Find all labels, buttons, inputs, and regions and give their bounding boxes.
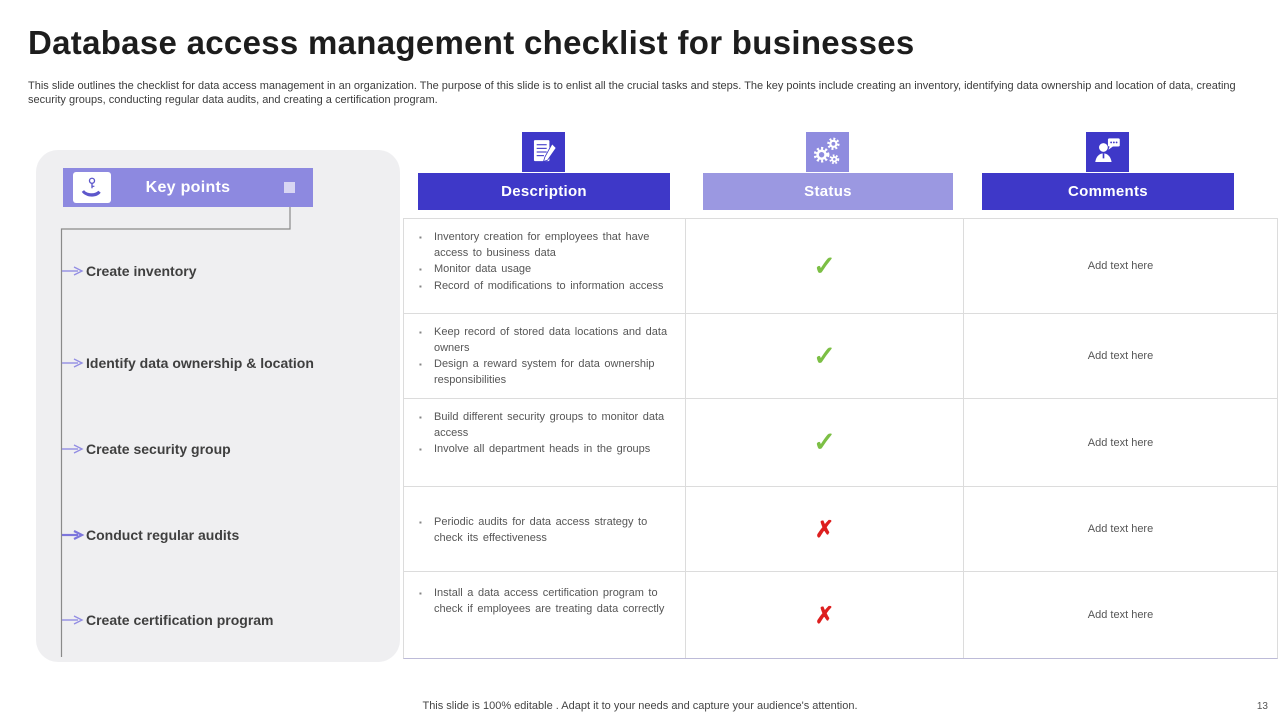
slide-description: This slide outlines the checklist for da… — [28, 80, 1236, 106]
sidebar-item-identify-ownership: Identify data ownership & location — [86, 355, 314, 371]
description-bullet: Install a data access certification prog… — [417, 586, 673, 617]
page-title: Database access management checklist for… — [28, 24, 915, 61]
comments-placeholder[interactable]: Add text here — [1087, 609, 1154, 621]
status-mark-icon: ✓ — [813, 250, 836, 281]
sidebar-item-regular-audits: Conduct regular audits — [86, 527, 240, 543]
hand-key-icon — [73, 172, 111, 203]
checklist-table: Inventory creation for employees that ha… — [403, 218, 1278, 659]
description-bullet: Record of modifications to information a… — [417, 279, 673, 295]
description-bullet: Build different security groups to monit… — [417, 410, 673, 441]
description-cell: Inventory creation for employees that ha… — [404, 219, 685, 313]
description-bullet: Periodic audits for data access strategy… — [417, 515, 673, 546]
status-mark-icon: ✓ — [813, 427, 836, 457]
description-bullet: Keep record of stored data locations and… — [417, 325, 673, 356]
sidebar-item-security-group: Create security group — [86, 441, 231, 457]
keypoints-panel — [36, 150, 400, 662]
sidebar-item-create-inventory: Create inventory — [86, 263, 197, 279]
comments-placeholder[interactable]: Add text here — [1087, 436, 1154, 449]
column-header-description: Description — [418, 173, 670, 210]
status-cell: ✗ — [685, 486, 963, 571]
description-cell: Keep record of stored data locations and… — [404, 313, 685, 398]
comments-placeholder[interactable]: Add text here — [1087, 523, 1154, 535]
keypoints-header: Key points — [63, 168, 313, 207]
document-pencil-icon — [520, 130, 567, 174]
description-cell: Periodic audits for data access strategy… — [404, 486, 685, 571]
comments-placeholder[interactable]: Add text here — [1087, 350, 1154, 362]
description-bullet: Monitor data usage — [417, 262, 673, 278]
status-cell: ✓ — [685, 398, 963, 486]
comments-cell: Add text here — [963, 398, 1277, 486]
status-mark-icon: ✓ — [813, 340, 836, 371]
comments-cell: Add text here — [963, 219, 1277, 313]
status-mark-icon: ✗ — [814, 601, 835, 628]
page-number: 13 — [1256, 701, 1268, 712]
column-header-status: Status — [703, 173, 953, 210]
comments-cell: Add text here — [963, 313, 1277, 398]
description-cell: Install a data access certification prog… — [404, 571, 685, 658]
comments-cell: Add text here — [963, 571, 1277, 658]
sidebar-item-certification-program: Create certification program — [86, 612, 274, 628]
comments-placeholder[interactable]: Add text here — [1087, 260, 1154, 272]
status-mark-icon: ✗ — [814, 515, 835, 542]
description-bullet: Inventory creation for employees that ha… — [417, 230, 673, 261]
description-bullet: Design a reward system for data ownershi… — [417, 357, 673, 388]
footer-note: This slide is 100% editable . Adapt it t… — [422, 700, 858, 712]
keypoints-corner-square — [284, 182, 295, 193]
keypoints-title: Key points — [145, 179, 231, 196]
comments-cell: Add text here — [963, 486, 1277, 571]
status-cell: ✓ — [685, 219, 963, 313]
description-bullet: Involve all department heads in the grou… — [417, 442, 673, 458]
person-chat-icon — [1084, 130, 1131, 174]
status-cell: ✓ — [685, 313, 963, 398]
column-header-comments: Comments — [982, 173, 1234, 210]
gears-icon — [804, 130, 851, 174]
status-cell: ✗ — [685, 571, 963, 658]
description-cell: Build different security groups to monit… — [404, 398, 685, 486]
